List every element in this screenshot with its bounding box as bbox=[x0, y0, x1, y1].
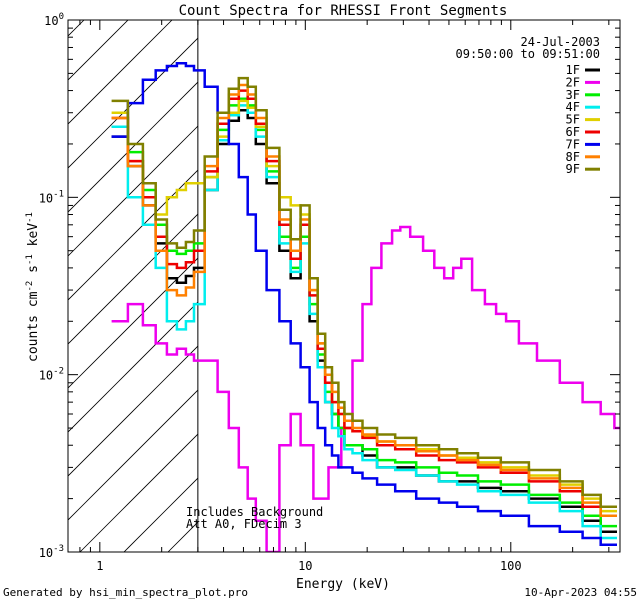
legend-label: 9F bbox=[566, 162, 580, 176]
y-label-exp-kev: -1 bbox=[25, 212, 35, 223]
y-tick-base: 10 bbox=[39, 546, 53, 560]
series-6f bbox=[111, 89, 617, 518]
legend-label: 8F bbox=[566, 150, 580, 164]
y-tick-base: 10 bbox=[39, 191, 53, 205]
y-tick-exp: -3 bbox=[53, 544, 64, 554]
hatch-line bbox=[79, 433, 198, 552]
note-attenuator: Att A0, FDecim 3 bbox=[186, 517, 302, 531]
series-7f bbox=[111, 62, 617, 546]
hatch-line bbox=[68, 301, 198, 433]
y-tick-base: 10 bbox=[39, 369, 53, 383]
hatch-line bbox=[68, 20, 129, 81]
y-tick-label: 10-2 bbox=[39, 367, 64, 383]
legend-label: 5F bbox=[566, 113, 580, 127]
series-9f bbox=[111, 76, 617, 508]
y-tick-label: 100 bbox=[44, 12, 64, 28]
legend-label: 1F bbox=[566, 63, 580, 77]
hatch-line bbox=[123, 477, 198, 552]
observation-date: 24-Jul-2003 bbox=[521, 35, 600, 49]
observation-time-range: 09:50:00 to 09:51:00 bbox=[456, 47, 601, 61]
hatch-line bbox=[68, 345, 198, 477]
y-tick-exp: -2 bbox=[53, 367, 64, 377]
x-tick-labels: 1 10 100 bbox=[96, 559, 521, 573]
x-tick-label: 100 bbox=[500, 559, 522, 573]
hatch-line bbox=[68, 213, 198, 345]
generated-by: Generated by hsi_min_spectra_plot.pro bbox=[3, 586, 248, 599]
legend-label: 7F bbox=[566, 137, 580, 151]
x-tick-label: 10 bbox=[298, 559, 312, 573]
legend-label: 4F bbox=[566, 100, 580, 114]
series-4f bbox=[111, 104, 617, 540]
hatch-line bbox=[68, 20, 85, 37]
hatch-line bbox=[68, 37, 198, 169]
series-2f bbox=[111, 225, 620, 552]
y-axis-label: counts cm-2 s-1 keV-1 bbox=[25, 212, 41, 362]
y-label-kev: keV bbox=[26, 223, 41, 254]
y-label-exp-cm: -2 bbox=[25, 281, 35, 292]
y-tick-label: 10-3 bbox=[39, 544, 64, 560]
y-label-base: counts cm bbox=[26, 291, 41, 362]
axis-ticks bbox=[67, 19, 620, 553]
plot-frame bbox=[67, 19, 621, 553]
series-layer bbox=[111, 62, 620, 552]
y-tick-exp: 0 bbox=[59, 12, 64, 22]
y-label-exp-s: -1 bbox=[25, 254, 35, 265]
series-8f bbox=[111, 83, 617, 518]
legend-label: 3F bbox=[566, 88, 580, 102]
x-axis-label: Energy (keV) bbox=[296, 577, 390, 592]
hatch-line bbox=[68, 81, 198, 213]
y-tick-base: 10 bbox=[44, 14, 58, 28]
hatch-line bbox=[68, 20, 173, 125]
legend-label: 6F bbox=[566, 125, 580, 139]
y-tick-label: 10-1 bbox=[39, 189, 64, 205]
y-label-seconds: s bbox=[26, 265, 41, 281]
generated-at: 10-Apr-2023 04:55 bbox=[524, 586, 637, 599]
note-background: Includes Background bbox=[186, 505, 323, 519]
x-tick-label: 1 bbox=[96, 559, 103, 573]
legend-label: 2F bbox=[566, 75, 580, 89]
attenuator-hatch-region bbox=[68, 20, 198, 552]
hatch-line bbox=[68, 257, 198, 389]
chart-title: Count Spectra for RHESSI Front Segments bbox=[179, 3, 508, 19]
hatch-line bbox=[68, 169, 198, 301]
hatch-line bbox=[68, 389, 198, 521]
y-tick-exp: -1 bbox=[53, 189, 64, 199]
